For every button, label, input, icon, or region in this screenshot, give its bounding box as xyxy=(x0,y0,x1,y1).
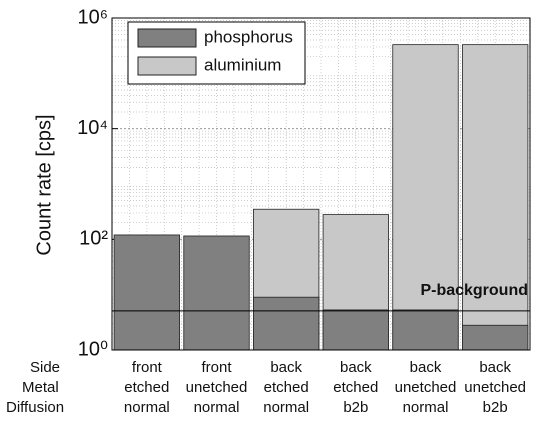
x-tick-label: back xyxy=(270,359,302,376)
plot-frame xyxy=(111,17,531,351)
x-tick-label: back xyxy=(340,359,372,376)
legend-label: phosphorus xyxy=(204,27,293,46)
x-tick-label: normal xyxy=(403,399,449,416)
x-tick-label: b2b xyxy=(483,399,508,416)
x-tick-label: normal xyxy=(263,399,309,416)
x-tick-label: front xyxy=(201,359,232,376)
row-label: Metal xyxy=(22,379,59,396)
reference-label: P-background xyxy=(420,282,528,299)
x-tick-label: front xyxy=(132,359,163,376)
legend-swatch xyxy=(137,28,197,48)
x-tick-label: normal xyxy=(194,399,240,416)
y-tick-label: 10⁰ xyxy=(78,338,108,360)
x-tick-label: normal xyxy=(124,399,170,416)
y-axis-label: Count rate [cps] xyxy=(33,114,55,255)
row-label: Diffusion xyxy=(6,399,64,416)
x-tick-label: b2b xyxy=(343,399,368,416)
bar xyxy=(392,309,459,351)
legend-label: aluminium xyxy=(204,55,281,74)
bar xyxy=(392,44,459,351)
bar xyxy=(462,324,529,351)
y-tick-label: 10⁴ xyxy=(77,117,108,139)
x-tick-label: back xyxy=(479,359,511,376)
bar xyxy=(113,234,180,351)
y-tick-label: 10⁶ xyxy=(78,6,108,28)
y-tick-label: 10² xyxy=(79,228,108,250)
bar xyxy=(322,309,389,351)
bar xyxy=(183,235,250,351)
legend-swatch xyxy=(137,56,197,76)
row-label: Side xyxy=(30,359,60,376)
bar xyxy=(253,296,320,351)
x-tick-label: back xyxy=(410,359,442,376)
x-tick-label: etched xyxy=(124,379,169,396)
x-tick-label: etched xyxy=(264,379,309,396)
x-tick-label: etched xyxy=(333,379,378,396)
bar xyxy=(462,44,529,351)
x-tick-label: unetched xyxy=(186,379,248,396)
x-tick-label: unetched xyxy=(395,379,457,396)
x-tick-label: unetched xyxy=(464,379,526,396)
